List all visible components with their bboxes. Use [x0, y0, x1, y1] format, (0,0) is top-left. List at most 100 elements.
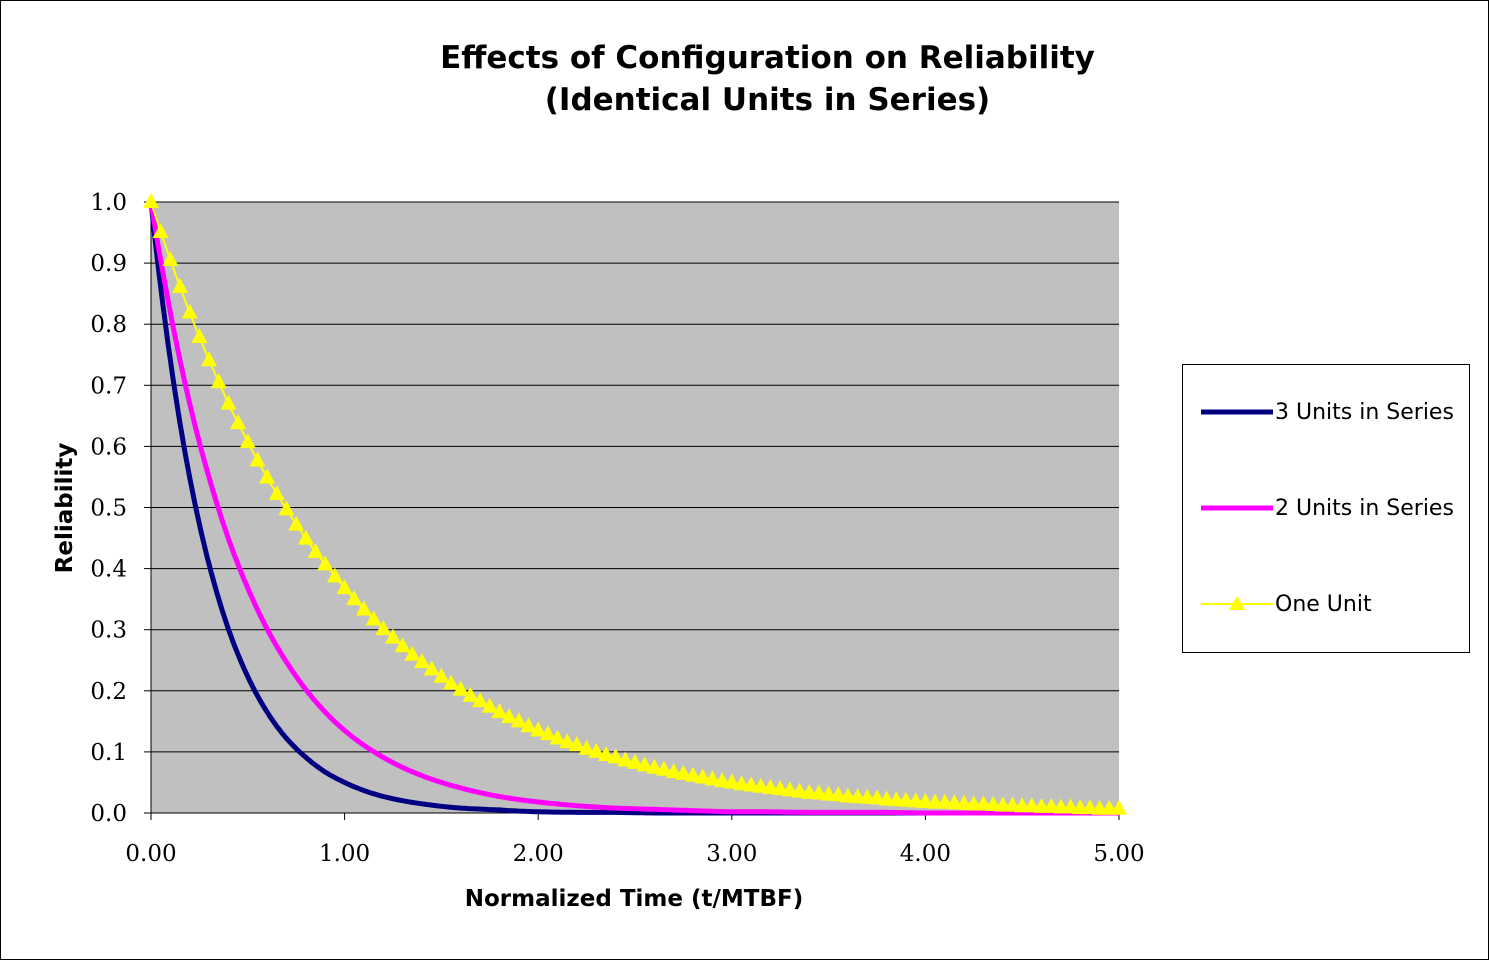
data-point — [849, 788, 866, 804]
y-tick-label: 0.0 — [90, 801, 127, 827]
data-point — [539, 725, 556, 741]
x-tick-labels: 0.00 1.00 2.00 3.00 4.00 5.00 — [125, 841, 1144, 867]
y-axis-label: Reliability — [52, 443, 78, 574]
data-point — [249, 451, 266, 467]
data-point — [685, 766, 702, 782]
x-tick-label: 0.00 — [125, 841, 176, 867]
data-point — [520, 717, 537, 733]
data-point — [801, 783, 818, 799]
data-point — [597, 745, 614, 761]
data-point — [752, 777, 769, 793]
data-point — [781, 781, 798, 797]
series-layer — [143, 193, 1127, 816]
data-point — [617, 751, 634, 767]
data-point — [278, 500, 295, 516]
data-point — [181, 303, 198, 319]
data-point — [694, 768, 711, 784]
data-point — [549, 729, 566, 745]
data-point — [297, 529, 314, 545]
data-point — [568, 736, 585, 752]
data-point — [210, 373, 227, 389]
data-point — [1111, 799, 1127, 815]
data-point — [414, 653, 431, 669]
data-point — [510, 712, 527, 728]
data-point — [791, 782, 808, 798]
legend: 3 Units in Series 2 Units in Series One … — [1182, 364, 1470, 653]
legend-swatch-3-units — [1201, 409, 1273, 415]
data-point — [723, 773, 740, 789]
data-point — [355, 600, 372, 616]
x-tick-label: 2.00 — [513, 841, 564, 867]
y-tick-label: 0.5 — [90, 496, 127, 522]
legend-label-one-unit: One Unit — [1275, 591, 1372, 617]
chart-subtitle: (Identical Units in Series) — [544, 82, 991, 118]
y-tick-label: 0.2 — [90, 679, 127, 705]
legend-item-2-units: 2 Units in Series — [1199, 493, 1454, 523]
data-point — [288, 515, 305, 531]
data-point — [530, 721, 547, 737]
data-point — [888, 791, 905, 807]
y-tick-label: 0.9 — [90, 251, 127, 277]
series-2 — [143, 193, 1127, 815]
series-1 — [148, 201, 1119, 816]
y-tick-label: 0.8 — [90, 312, 127, 338]
data-point — [143, 193, 159, 208]
data-point — [859, 788, 876, 804]
data-point — [820, 785, 837, 801]
legend-item-3-units: 3 Units in Series — [1199, 397, 1454, 427]
legend-item-one-unit: One Unit — [1199, 589, 1372, 619]
data-point — [472, 692, 489, 708]
data-point — [162, 251, 179, 267]
data-point — [1043, 797, 1060, 813]
data-point — [239, 433, 256, 449]
y-tick-label: 0.1 — [90, 740, 127, 766]
data-point — [326, 567, 343, 583]
data-point — [578, 739, 595, 755]
data-point — [172, 277, 189, 293]
legend-swatch-one-unit — [1201, 596, 1273, 610]
data-point — [956, 794, 973, 810]
data-point — [230, 414, 247, 430]
data-point — [985, 796, 1002, 812]
data-point — [220, 394, 237, 410]
chart-title: Effects of Configuration on Reliability — [440, 40, 1095, 76]
x-axis-label: Normalized Time (t/MTBF) — [465, 886, 804, 912]
legend-swatch-2-units — [1201, 505, 1273, 511]
data-point — [491, 703, 508, 719]
data-point — [733, 775, 750, 791]
data-point — [810, 784, 827, 800]
data-point — [1081, 799, 1098, 815]
data-point — [772, 780, 789, 796]
data-point — [1004, 796, 1021, 812]
y-tick-label: 0.6 — [90, 434, 127, 460]
data-point — [636, 756, 653, 772]
data-point — [907, 792, 924, 808]
data-point — [743, 776, 760, 792]
legend-label-3-units: 3 Units in Series — [1275, 399, 1454, 425]
data-point — [433, 667, 450, 683]
data-point — [830, 786, 847, 802]
y-tick-labels: 0.0 0.1 0.2 0.3 0.4 0.5 0.6 0.7 0.8 0.9 1.0 — [90, 190, 127, 827]
data-point — [307, 543, 324, 559]
data-point — [936, 793, 953, 809]
x-tick-label: 5.00 — [1093, 841, 1144, 867]
series-line — [148, 201, 1119, 816]
data-point — [839, 787, 856, 803]
grid-lines — [144, 201, 1120, 820]
data-point — [675, 764, 692, 780]
data-point — [704, 770, 721, 786]
data-point — [346, 590, 363, 606]
x-tick-label: 3.00 — [706, 841, 757, 867]
data-point — [588, 742, 605, 758]
data-point — [443, 674, 460, 690]
y-tick-label: 0.7 — [90, 373, 127, 399]
data-point — [559, 733, 576, 749]
x-tick-label: 4.00 — [900, 841, 951, 867]
data-point — [946, 794, 963, 810]
data-point — [1023, 797, 1040, 813]
data-point — [404, 645, 421, 661]
data-point — [869, 789, 885, 805]
data-point — [317, 555, 334, 571]
y-tick-label: 0.3 — [90, 618, 127, 644]
